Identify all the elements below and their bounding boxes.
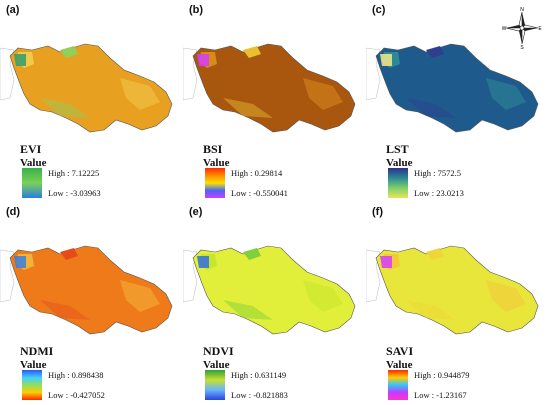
map-panel-bsi: (b) BSI Value High : 0.29814 Low : -0.55… [183, 0, 366, 202]
map-panel-evi: (a) EVI Value High : 7.12225 Low : -3.03… [0, 0, 183, 202]
legend-color-ramp [205, 370, 225, 400]
legend-title: Value [386, 157, 413, 169]
legend-color-ramp [388, 168, 408, 198]
legend-title: Value [203, 157, 230, 169]
index-name: LST [386, 142, 409, 156]
panel-label: (a) [6, 4, 20, 16]
compass-w: W [502, 26, 507, 32]
legend-title: Value [20, 359, 47, 371]
legend-low: Low : -0.550041 [231, 188, 288, 198]
legend-high: High : 0.898438 [48, 370, 104, 380]
country-map [0, 43, 173, 133]
legend-low: Low : -3.03963 [48, 188, 101, 198]
legend-title: Value [203, 359, 230, 371]
compass-rose-icon: N S E W [502, 7, 542, 50]
map-panel-ndmi: (d) NDMI Value High : 0.898438 Low : -0.… [0, 202, 183, 404]
panel-label: (b) [189, 4, 204, 16]
legend-color-ramp [22, 168, 42, 198]
legend-color-ramp [205, 168, 225, 198]
index-name: BSI [203, 142, 223, 156]
panel-label: (f) [372, 206, 383, 218]
compass-e: E [538, 26, 542, 32]
legend-low: Low : -0.821883 [231, 390, 288, 400]
index-name: SAVI [386, 344, 414, 358]
panel-label: (e) [189, 206, 203, 218]
legend-color-ramp [388, 370, 408, 400]
compass-s: S [520, 45, 524, 50]
compass-n: N [520, 7, 524, 13]
index-name: NDMI [20, 344, 54, 358]
map-panel-ndvi: (e) NDVI Value High : 0.631149 Low : -0.… [183, 202, 366, 404]
country-map [0, 245, 173, 335]
legend-high: High : 0.29814 [231, 168, 283, 178]
legend-color-ramp [22, 370, 42, 400]
country-map [183, 43, 356, 133]
country-map [366, 43, 539, 133]
panel-label: (d) [6, 206, 21, 218]
country-map [183, 245, 356, 335]
legend-low: Low : 23.0213 [414, 188, 464, 198]
legend-low: Low : -1.23167 [414, 390, 467, 400]
legend-title: Value [386, 359, 413, 371]
legend-high: High : 7.12225 [48, 168, 100, 178]
panel-label: (c) [372, 4, 386, 16]
legend-high: High : 7572.5 [414, 168, 461, 178]
map-panel-savi: (f) SAVI Value High : 0.944879 Low : -1.… [366, 202, 549, 404]
legend-high: High : 0.631149 [231, 370, 287, 380]
index-name: EVI [20, 142, 42, 156]
country-map [366, 245, 539, 335]
index-name: NDVI [203, 344, 234, 358]
legend-low: Low : -0.427052 [48, 390, 105, 400]
legend-title: Value [20, 157, 47, 169]
map-panel-lst: (c) LST Value High : 7572.5 Low : 23.021… [366, 0, 549, 202]
legend-high: High : 0.944879 [414, 370, 470, 380]
